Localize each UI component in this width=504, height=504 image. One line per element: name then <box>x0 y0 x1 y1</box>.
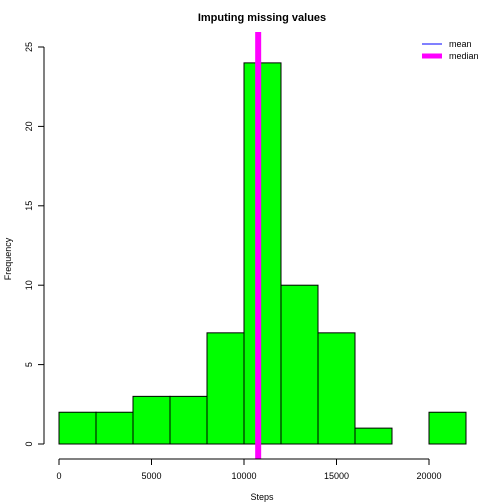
histogram-bar <box>95 411 134 445</box>
y-axis: 0 5 10 15 20 25 <box>24 42 45 447</box>
x-tick-label: 10000 <box>231 471 256 481</box>
y-tick-label: 5 <box>24 362 34 367</box>
histogram-bar <box>354 427 393 445</box>
chart-title: Imputing missing values <box>198 12 326 24</box>
histogram-bar <box>169 395 208 445</box>
x-tick-label: 20000 <box>416 471 441 481</box>
y-tick-label: 20 <box>24 121 34 131</box>
histogram-bar <box>243 62 282 445</box>
histogram-bar <box>132 395 171 445</box>
y-tick-label: 10 <box>24 280 34 290</box>
histogram-bar <box>317 332 356 445</box>
histogram-bar <box>58 411 97 445</box>
y-tick-label: 0 <box>24 441 34 446</box>
histogram-bar <box>280 284 319 445</box>
mean-legend-label: mean <box>449 39 472 49</box>
y-axis-label: Frequency <box>3 237 13 280</box>
median-legend-label: median <box>449 51 479 61</box>
legend: mean median <box>422 39 479 61</box>
histogram-bar <box>428 411 467 445</box>
histogram-bar <box>206 332 245 445</box>
bars-group <box>58 62 467 445</box>
y-tick-label: 15 <box>24 201 34 211</box>
x-tick-label: 15000 <box>324 471 349 481</box>
x-tick-label: 5000 <box>141 471 161 481</box>
x-tick-label: 0 <box>56 471 61 481</box>
x-axis: 0 5000 10000 15000 20000 <box>56 458 442 481</box>
y-tick-label: 25 <box>24 42 34 52</box>
x-axis-label: Steps <box>250 492 274 502</box>
